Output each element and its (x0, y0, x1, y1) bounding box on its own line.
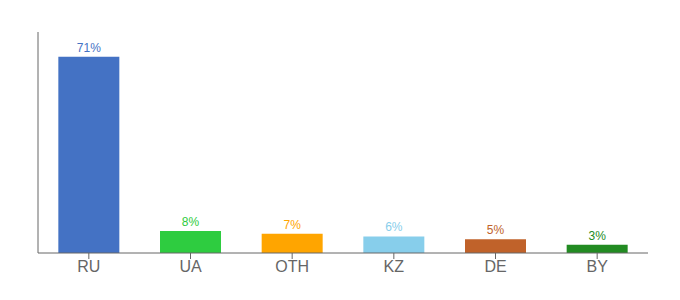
svg-text:BY: BY (586, 258, 608, 275)
svg-text:UA: UA (179, 258, 202, 275)
svg-text:OTH: OTH (275, 258, 309, 275)
svg-text:5%: 5% (487, 223, 505, 237)
svg-text:DE: DE (484, 258, 506, 275)
svg-text:3%: 3% (588, 229, 606, 243)
svg-text:6%: 6% (385, 220, 403, 234)
svg-text:7%: 7% (283, 218, 301, 232)
svg-text:KZ: KZ (384, 258, 405, 275)
svg-text:RU: RU (77, 258, 100, 275)
svg-text:8%: 8% (182, 215, 200, 229)
svg-text:71%: 71% (77, 41, 101, 55)
